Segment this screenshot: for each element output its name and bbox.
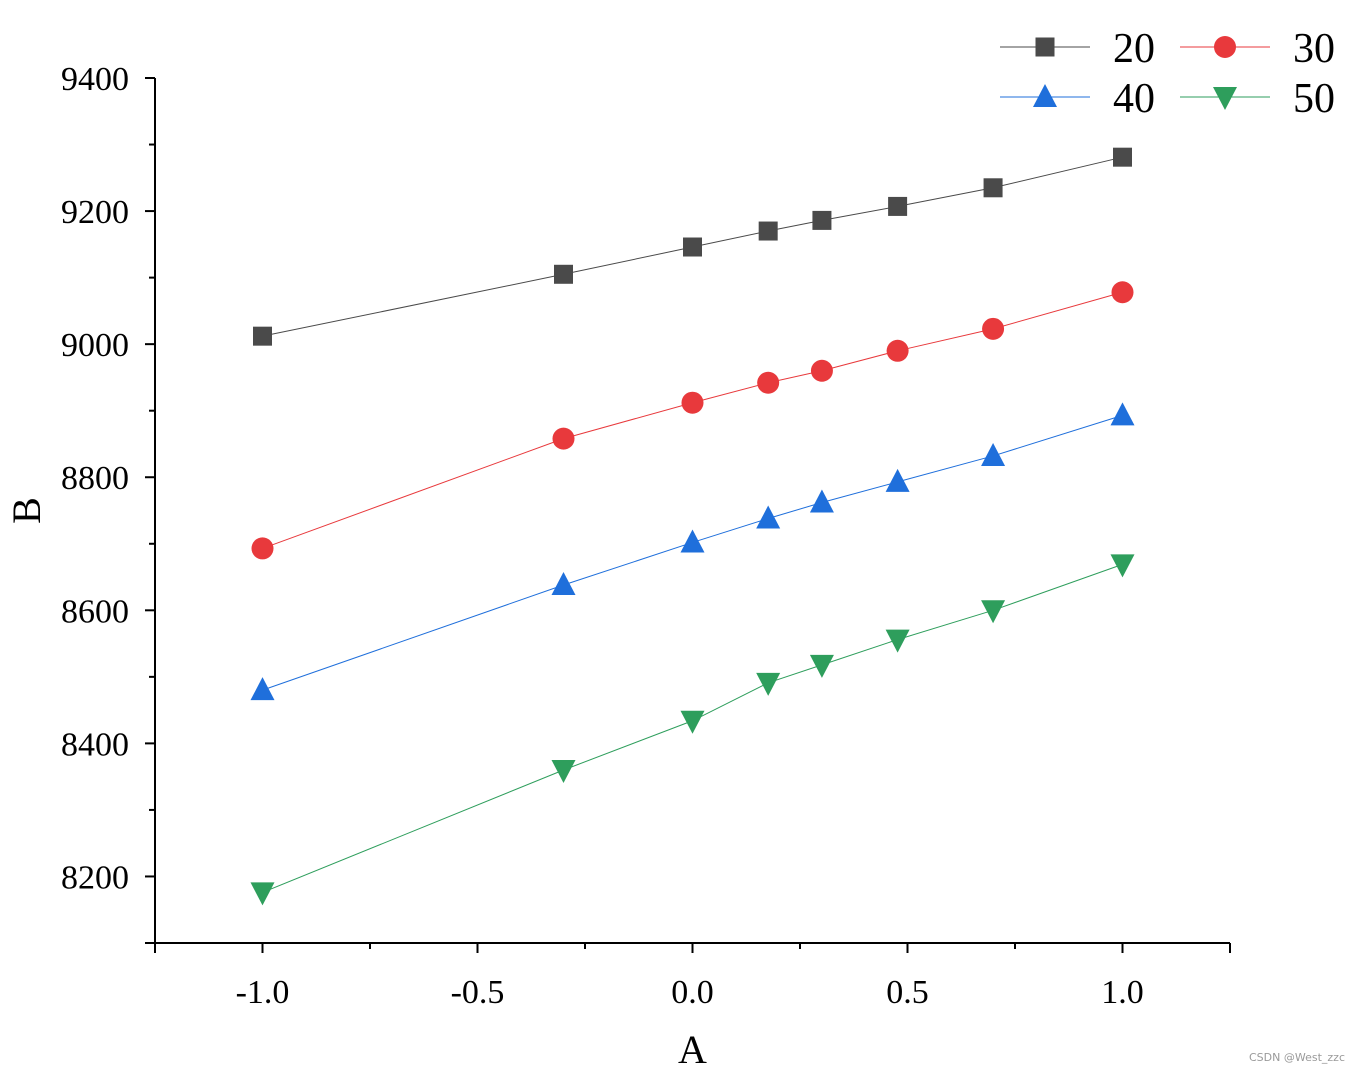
legend-item-40: 40	[1000, 76, 1155, 122]
data-point-30	[886, 339, 909, 362]
data-point-50	[551, 760, 576, 783]
legend-label: 50	[1293, 76, 1335, 122]
data-point-40	[981, 442, 1006, 466]
data-point-40	[885, 468, 910, 492]
legend-label: 20	[1113, 26, 1155, 72]
y-tick-label: 9000	[61, 327, 129, 364]
data-point-30	[681, 391, 704, 414]
y-tick-label: 8800	[61, 460, 129, 497]
data-point-40	[1110, 402, 1135, 426]
data-point-20	[683, 237, 702, 257]
y-tick-label: 8400	[61, 726, 129, 763]
data-point-20	[758, 221, 778, 241]
legend-marker	[1035, 37, 1055, 57]
data-point-50	[809, 654, 834, 678]
data-point-30	[1111, 281, 1134, 304]
series-group	[250, 147, 1135, 906]
x-tick-label: 0.5	[886, 974, 929, 1011]
legend-item-20: 20	[1000, 26, 1155, 72]
series-30	[251, 281, 1134, 560]
data-point-20	[983, 178, 1003, 198]
data-point-50	[250, 882, 275, 906]
data-point-20	[812, 210, 832, 230]
legend-marker	[1033, 84, 1057, 107]
data-point-40	[551, 572, 576, 596]
y-tick-label: 9400	[61, 61, 129, 98]
data-point-30	[552, 427, 575, 450]
series-line-50	[262, 563, 1123, 893]
data-point-20	[554, 264, 573, 284]
x-tick-label: 1.0	[1101, 974, 1144, 1011]
data-point-30	[251, 537, 274, 560]
legend-label: 30	[1293, 26, 1335, 72]
x-tick-label: 0.0	[671, 974, 714, 1011]
data-point-50	[756, 672, 781, 696]
data-point-20	[1113, 147, 1132, 167]
data-point-40	[680, 529, 705, 553]
series-line-30	[262, 291, 1123, 549]
series-50	[250, 554, 1135, 906]
data-point-40	[250, 677, 275, 701]
y-tick-label: 8200	[61, 859, 129, 896]
legend-item-30: 30	[1180, 26, 1335, 72]
legend-item-50: 50	[1180, 76, 1335, 122]
x-axis-title: A	[678, 1027, 707, 1072]
series-line-20	[262, 156, 1123, 337]
data-point-40	[756, 505, 781, 529]
data-point-30	[982, 317, 1005, 340]
data-point-30	[810, 359, 833, 382]
data-point-20	[253, 326, 272, 346]
legend: 20 30 40 50	[1000, 26, 1335, 122]
y-axis-title: B	[4, 497, 49, 524]
watermark: CSDN @West_zzc	[1249, 1051, 1345, 1064]
data-point-50	[680, 710, 705, 734]
x-tick-label: -0.5	[451, 974, 505, 1011]
data-point-50	[885, 629, 910, 653]
legend-marker	[1213, 87, 1237, 110]
series-20	[253, 147, 1132, 346]
data-point-40	[809, 489, 834, 513]
series-40	[250, 402, 1135, 701]
series-line-40	[262, 414, 1123, 691]
legend-label: 40	[1113, 76, 1155, 122]
data-point-20	[888, 196, 908, 216]
y-tick-label: 8600	[61, 593, 129, 630]
x-tick-label: -1.0	[236, 974, 290, 1011]
y-tick-label: 9200	[61, 194, 129, 231]
data-point-50	[1110, 554, 1135, 578]
data-point-50	[981, 600, 1006, 624]
axes: -1.0 -0.5 0.0 0.5 1.0 8200 8400 8600 8800 9000 920…	[4, 61, 1231, 1072]
data-point-30	[757, 371, 780, 394]
legend-marker	[1214, 36, 1236, 58]
